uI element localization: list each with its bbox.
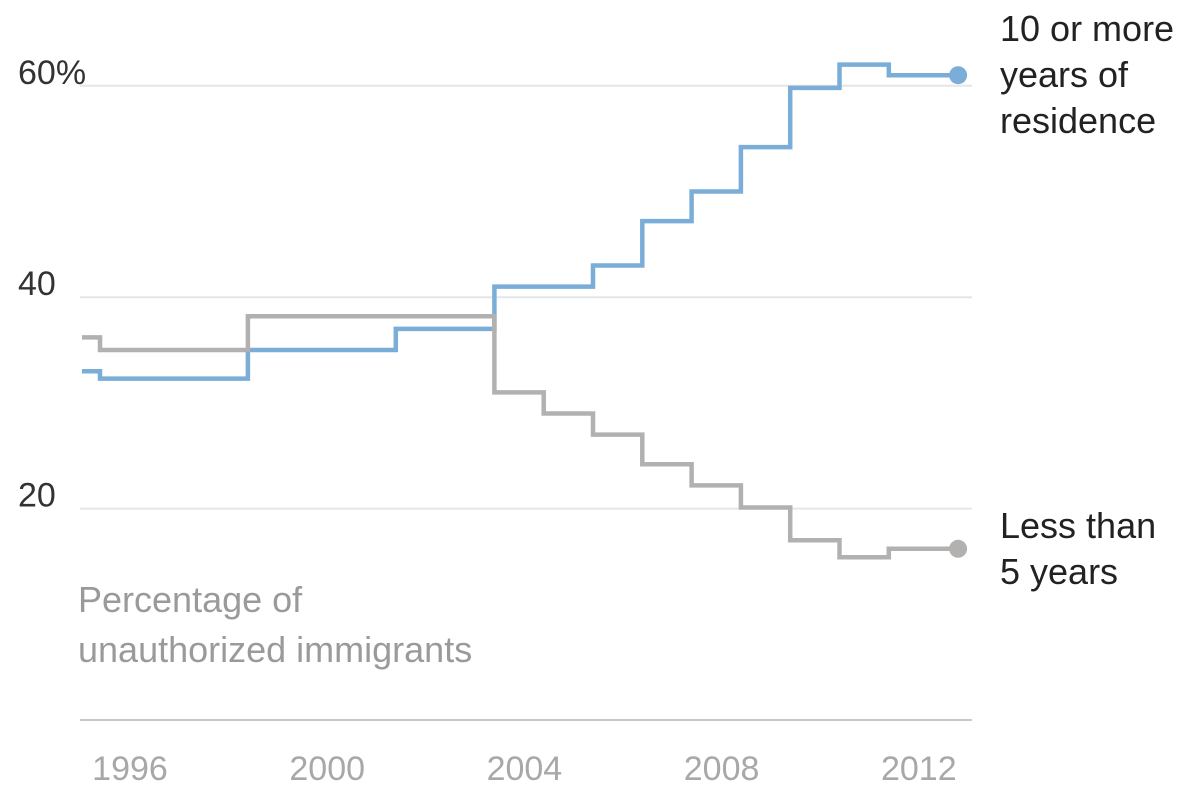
series-label-line: 10 or more: [1000, 8, 1174, 49]
x-tick-label: 2012: [881, 750, 957, 788]
series-line: [82, 62, 959, 381]
series-label-line: residence: [1000, 100, 1156, 141]
gridlines: [80, 84, 972, 510]
x-tick-label: 1996: [92, 750, 168, 788]
x-tick-label: 2004: [487, 750, 563, 788]
series-lines: [82, 62, 968, 560]
y-tick-label: 20: [18, 477, 56, 515]
series-end-marker: [949, 66, 968, 85]
y-axis-label-line: unauthorized immigrants: [78, 629, 472, 670]
x-tick-label: 2000: [289, 750, 365, 788]
series-label-line: Less than: [1000, 505, 1156, 546]
series-label-line: years of: [1000, 54, 1129, 95]
y-tick-label: 60%: [18, 54, 86, 92]
y-axis-label-line: Percentage of: [78, 579, 303, 620]
y-axis-ticks: 60% 40 20: [18, 54, 86, 515]
series-line: [82, 313, 959, 560]
y-axis-label: Percentage of unauthorized immigrants: [78, 579, 472, 670]
x-tick-label: 2008: [684, 750, 760, 788]
x-axis-ticks: 1996 2000 2004 2008 2012: [92, 750, 956, 788]
y-tick-label: 40: [18, 265, 56, 303]
series-end-marker: [949, 539, 968, 558]
series-label-line: 5 years: [1000, 551, 1118, 592]
series-labels: 10 or more years of residence Less than 5 ye…: [1000, 8, 1174, 592]
